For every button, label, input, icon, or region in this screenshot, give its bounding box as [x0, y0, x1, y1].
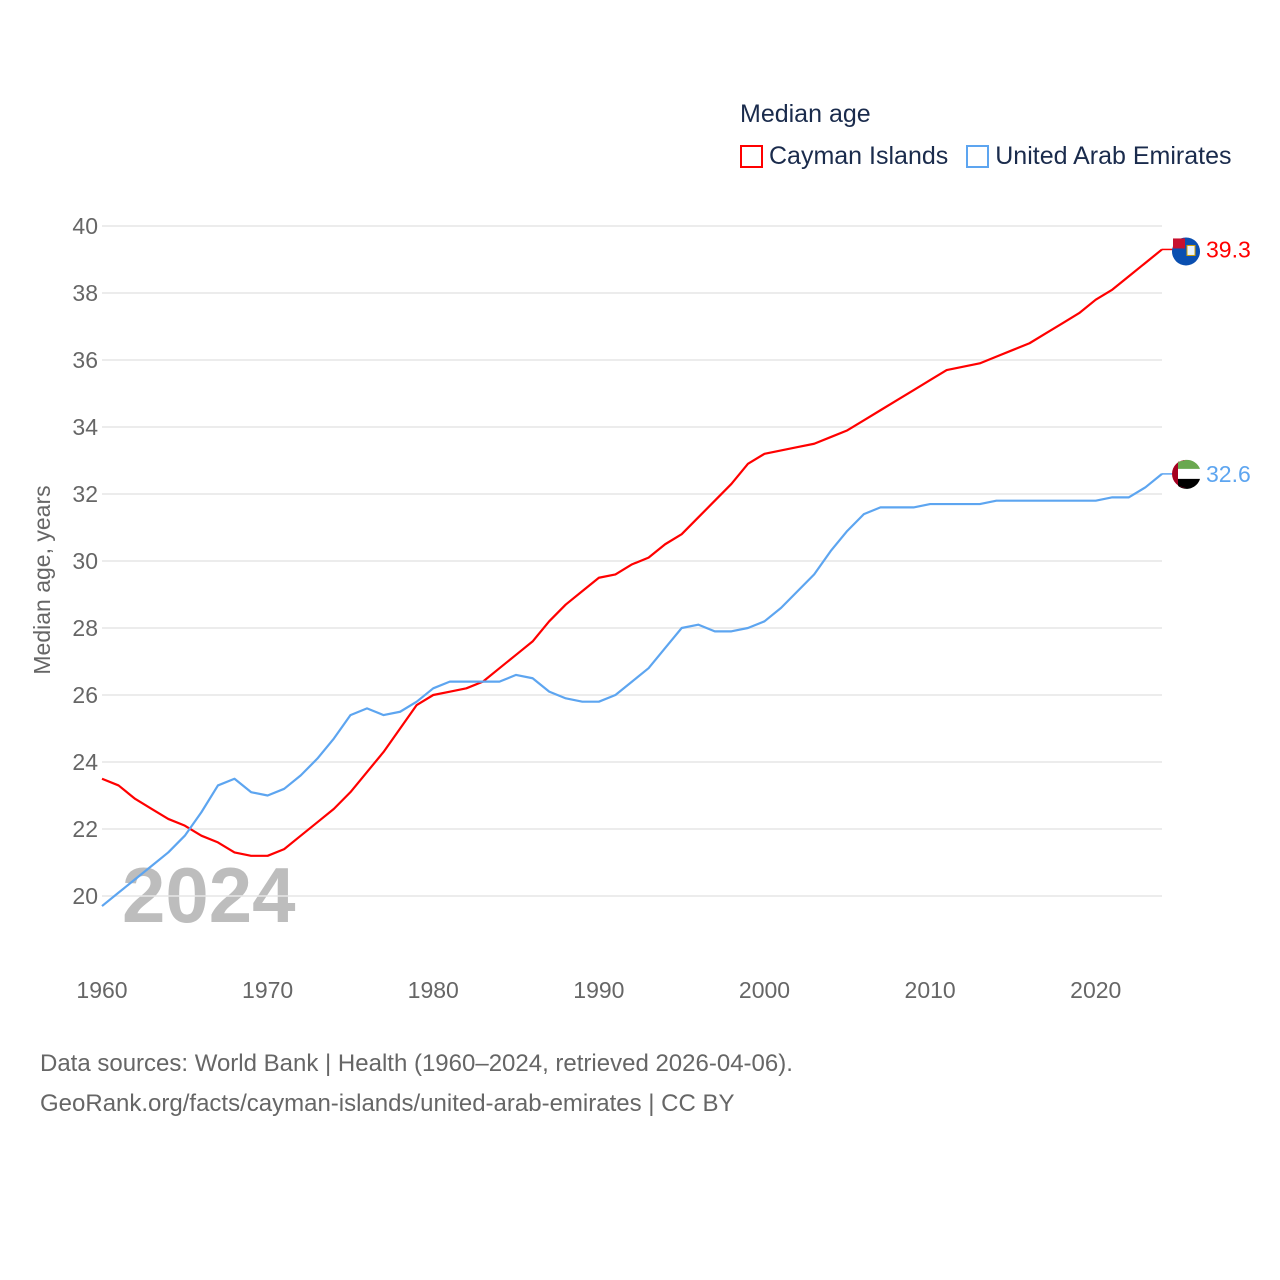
y-tick-label: 28 [72, 615, 98, 641]
x-tick-label: 2000 [739, 977, 790, 1003]
legend-item-uae[interactable]: United Arab Emirates [966, 142, 1231, 171]
x-tick-label: 1960 [76, 977, 127, 1003]
legend-swatch [740, 145, 763, 168]
flag-green-band [1178, 459, 1200, 469]
y-tick-label: 36 [72, 347, 98, 373]
x-tick-label: 1980 [408, 977, 459, 1003]
data-source-text: Data sources: World Bank | Health (1960–… [40, 1050, 793, 1077]
end-value-label: 39.3 [1206, 236, 1251, 262]
y-tick-label: 34 [72, 414, 98, 440]
y-tick-label: 26 [72, 682, 98, 708]
y-tick-label: 30 [72, 548, 98, 574]
flag-black-band [1178, 478, 1200, 489]
y-tick-label: 20 [72, 883, 98, 909]
year-watermark: 2024 [122, 851, 296, 939]
y-tick-label: 24 [72, 749, 98, 775]
y-tick-label: 38 [72, 280, 98, 306]
series-line-cayman-islands [101, 248, 1163, 857]
legend-label: United Arab Emirates [995, 142, 1232, 170]
x-tick-label: 1970 [242, 977, 293, 1003]
footer: Data sources: World Bank | Health (1960–… [40, 1044, 793, 1124]
flag-union-jack [1173, 238, 1185, 249]
legend: Cayman Islands United Arab Emirates [740, 142, 1231, 171]
series-line-uae [101, 473, 1163, 907]
y-tick-label: 40 [72, 213, 98, 239]
flag-shield [1186, 244, 1196, 256]
legend-swatch [966, 145, 990, 168]
x-tick-label: 1990 [573, 977, 624, 1003]
legend-item-cayman-islands[interactable]: Cayman Islands [740, 142, 948, 171]
legend-label: Cayman Islands [769, 142, 949, 170]
flag-red-band [1172, 459, 1186, 488]
x-tick-label: 2010 [905, 977, 956, 1003]
y-tick-label: 32 [72, 481, 98, 507]
end-value-label: 32.6 [1206, 461, 1251, 487]
x-tick-label: 2020 [1070, 977, 1121, 1003]
legend-title: Median age [740, 100, 871, 128]
y-tick-label: 22 [72, 816, 98, 842]
y-axis-label: Median age, years [29, 485, 55, 674]
source-link[interactable]: GeoRank.org/facts/cayman-islands/united-… [40, 1090, 735, 1117]
